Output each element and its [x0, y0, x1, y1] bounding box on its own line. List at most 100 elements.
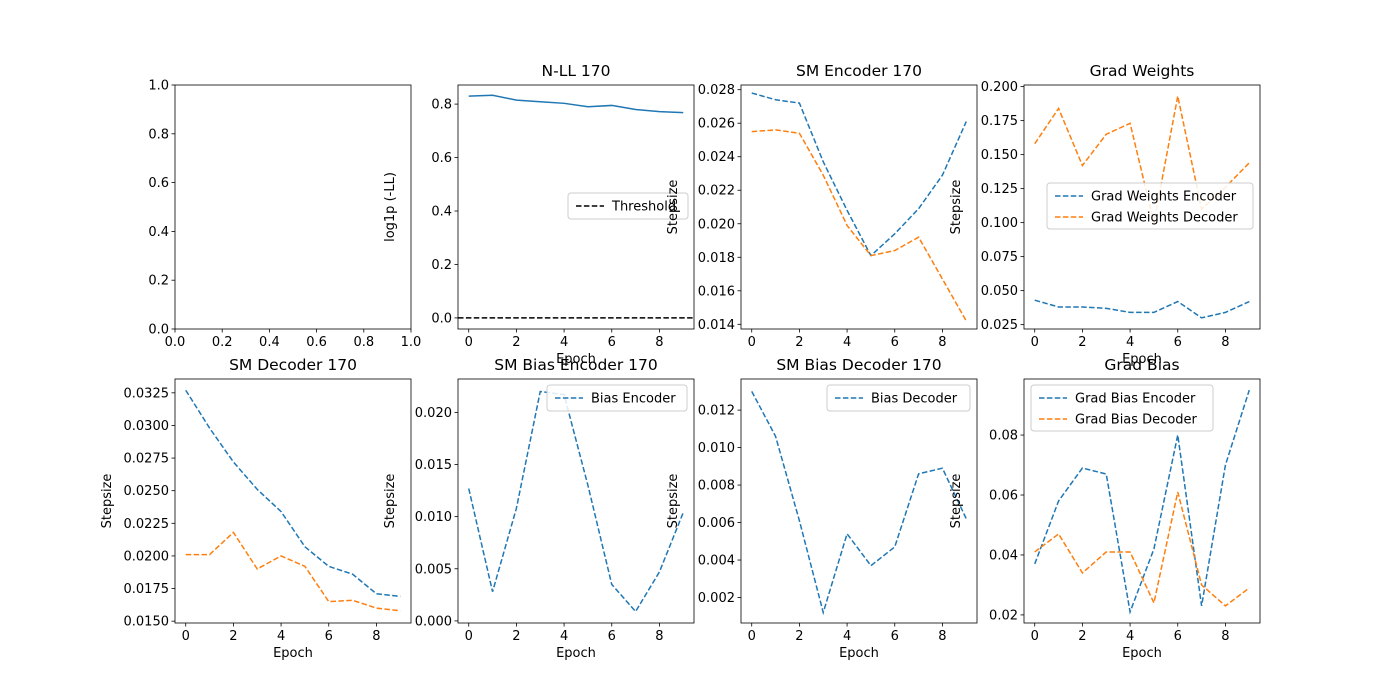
- subplot-empty: 0.0 0.2 0.4 0.6 0.8 1.0 0.0 0.2 0.4 0.6 0.8 1.0: [148, 79, 421, 351]
- legend: Grad Bias Encoder Grad Bias Decoder: [1030, 384, 1214, 432]
- y-tick-label: 0.010: [415, 510, 452, 525]
- axes-frame: [174, 378, 412, 624]
- y-tick-label: 0.8: [148, 127, 169, 142]
- subplot-sm-bias-encoder: 0 2 4 6 8 0.000 0.005 0.010 0.015 0.020 SM Bias En…: [383, 356, 695, 661]
- y-axis-label: Stepsize: [666, 180, 681, 235]
- x-tick-label: 2: [1078, 629, 1086, 644]
- x-tick-label: 8: [1221, 629, 1229, 644]
- legend: Bias Decoder: [826, 384, 971, 412]
- x-axis-label: Epoch: [1122, 646, 1162, 661]
- x-axis-label: Epoch: [1122, 352, 1162, 367]
- series-line: [751, 129, 967, 322]
- y-tick-label: 0.125: [981, 182, 1018, 197]
- x-tick-label: 4: [277, 629, 285, 644]
- legend-label: Grad Bias Encoder: [1075, 392, 1196, 407]
- series-line: [185, 531, 401, 612]
- x-axis-label: Epoch: [273, 646, 313, 661]
- x-tick-label: 4: [560, 629, 568, 644]
- axes-frame: [1023, 378, 1261, 624]
- subplot-sm-encoder: 0 2 4 6 8 0.014 0.016 0.018 0.020 0.022 0.024 0.026…: [666, 62, 978, 350]
- legend-box: [1030, 384, 1214, 432]
- y-tick-label: 0.0300: [124, 419, 170, 434]
- x-tick-label: 8: [655, 335, 663, 350]
- y-tick-label: 0.0200: [124, 549, 170, 564]
- subplot-grad-weights: 0 2 4 6 8 0.025 0.050 0.075 0.100 0.125 0.150 0.175…: [949, 62, 1261, 367]
- x-tick-label: 8: [655, 629, 663, 644]
- x-tick-label: 0.2: [212, 335, 233, 350]
- axes-frame: [740, 84, 978, 330]
- axes-frame: [1023, 84, 1261, 330]
- y-tick-label: 0.0250: [124, 484, 170, 499]
- x-tick-label: 2: [795, 335, 803, 350]
- x-tick-label: 0: [1031, 335, 1039, 350]
- legend: Bias Encoder: [546, 384, 688, 412]
- series-line: [751, 391, 967, 616]
- y-tick-label: 0.026: [698, 117, 735, 132]
- legend-label: Grad Bias Decoder: [1075, 413, 1198, 428]
- x-axis-label: Epoch: [839, 646, 879, 661]
- y-tick-label: 0.150: [981, 148, 1018, 163]
- subplot-title: N-LL 170: [542, 62, 611, 80]
- x-tick-label: 6: [1174, 335, 1182, 350]
- x-tick-label: 4: [1126, 335, 1134, 350]
- x-tick-label: 8: [372, 629, 380, 644]
- y-tick-label: 0.006: [698, 516, 735, 531]
- y-tick-label: 0.0150: [124, 615, 170, 630]
- legend-box: [1046, 182, 1254, 230]
- y-tick-label: 0.010: [698, 441, 735, 456]
- y-tick-label: 0.4: [431, 205, 452, 220]
- x-tick-label: 0.0: [165, 335, 186, 350]
- y-tick-label: 0.04: [989, 548, 1018, 563]
- x-tick-label: 8: [938, 335, 946, 350]
- series-line: [1034, 491, 1250, 607]
- series-line: [467, 390, 684, 613]
- series-line: [751, 92, 967, 257]
- x-tick-label: 0: [748, 629, 756, 644]
- x-tick-label: 2: [1078, 335, 1086, 350]
- y-tick-label: 0.6: [431, 151, 452, 166]
- legend-label: Grad Weights Decoder: [1091, 211, 1238, 226]
- y-tick-label: 0.4: [148, 225, 169, 240]
- y-tick-label: 0.0225: [124, 517, 170, 532]
- x-tick-label: 6: [608, 335, 616, 350]
- y-axis-label: Stepsize: [949, 180, 964, 235]
- legend-box: [567, 192, 689, 220]
- y-tick-label: 0.200: [981, 80, 1018, 95]
- y-tick-label: 0.0325: [124, 386, 170, 401]
- y-tick-label: 0.0: [431, 311, 452, 326]
- y-axis-label: log1p (-LL): [383, 172, 398, 242]
- y-tick-label: 0.050: [981, 284, 1018, 299]
- series-line: [1034, 299, 1250, 319]
- y-axis-label: Stepsize: [666, 474, 681, 529]
- legend-box: [826, 384, 971, 412]
- x-tick-label: 6: [1174, 629, 1182, 644]
- y-tick-label: 0.6: [148, 176, 169, 191]
- x-tick-label: 6: [325, 629, 333, 644]
- x-axis-label: Epoch: [556, 352, 596, 367]
- x-tick-label: 8: [1221, 335, 1229, 350]
- y-tick-label: 0.022: [698, 184, 735, 199]
- y-tick-label: 0.175: [981, 114, 1018, 129]
- x-tick-label: 0: [748, 335, 756, 350]
- y-tick-label: 0.000: [415, 614, 452, 629]
- y-tick-label: 1.0: [148, 79, 169, 94]
- y-axis-label: Stepsize: [949, 474, 964, 529]
- x-tick-label: 6: [891, 629, 899, 644]
- subplot-title: SM Encoder 170: [796, 62, 922, 80]
- x-tick-label: 4: [843, 335, 851, 350]
- y-tick-label: 0.020: [415, 406, 452, 421]
- series-line: [468, 94, 684, 114]
- x-tick-label: 0: [1031, 629, 1039, 644]
- legend-label: Bias Decoder: [871, 392, 958, 407]
- y-tick-label: 0.014: [698, 318, 735, 333]
- y-tick-label: 0.06: [989, 489, 1018, 504]
- x-tick-label: 0: [182, 629, 190, 644]
- y-tick-label: 0.025: [981, 318, 1018, 333]
- series-line: [185, 389, 401, 598]
- subplot-title: SM Bias Encoder 170: [494, 356, 657, 374]
- y-tick-label: 0.020: [698, 217, 735, 232]
- subplot-sm-bias-decoder: 0 2 4 6 8 0.002 0.004 0.006 0.008 0.010 0.012 SM Bi…: [666, 356, 978, 661]
- y-tick-label: 0.8: [431, 98, 452, 113]
- x-tick-label: 2: [512, 629, 520, 644]
